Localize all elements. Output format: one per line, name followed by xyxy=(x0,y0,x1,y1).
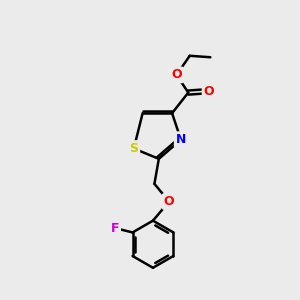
Text: O: O xyxy=(164,195,175,208)
Text: O: O xyxy=(204,85,214,98)
Text: N: N xyxy=(176,133,186,146)
Text: F: F xyxy=(111,221,119,235)
Text: S: S xyxy=(129,142,138,155)
Text: O: O xyxy=(171,68,182,81)
